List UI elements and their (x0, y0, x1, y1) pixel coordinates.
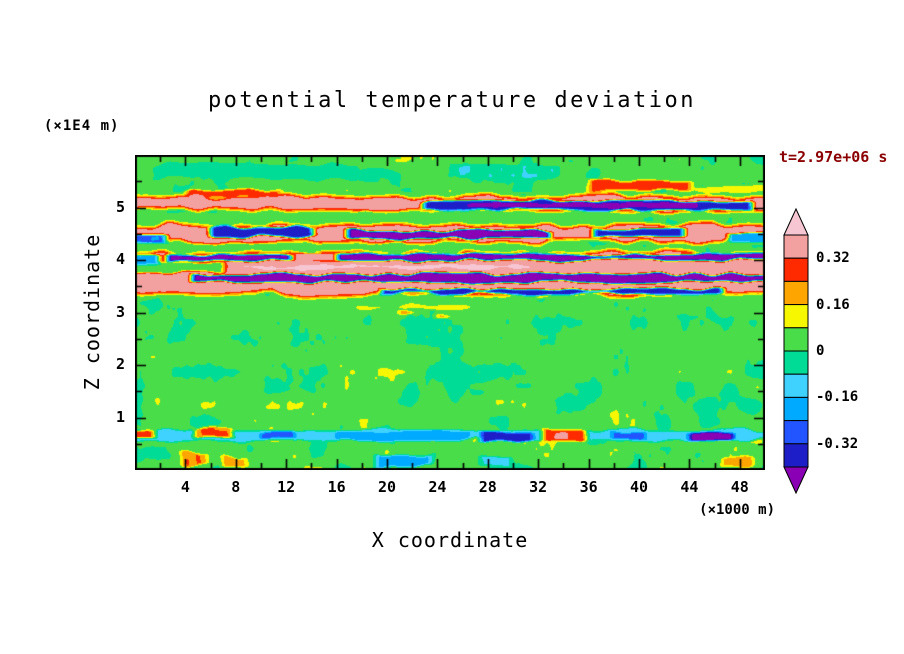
x-tick-label: 44 (680, 478, 699, 496)
z-tick-label: 5 (115, 197, 125, 216)
x-tick-label: 48 (730, 478, 749, 496)
x-tick-label: 32 (529, 478, 548, 496)
z-tick-label: 1 (115, 407, 125, 426)
z-tick-label: 3 (115, 302, 125, 321)
x-tick-label: 12 (277, 478, 296, 496)
colorbar-scale (783, 207, 809, 495)
colorbar-tick-label: 0.32 (816, 250, 850, 267)
colorbar-tick-label: 0 (816, 343, 825, 359)
colorbar-tick-label: -0.16 (816, 389, 859, 406)
colorbar-segment (783, 304, 809, 329)
colorbar-segment (783, 327, 809, 352)
colorbar-segment (783, 280, 809, 306)
x-tick-label: 20 (377, 478, 397, 496)
x-tick-label: 36 (579, 478, 598, 496)
colorbar: 0.32 0.16 0 -0.16 -0.32 (780, 196, 904, 508)
colorbar-segment (783, 234, 809, 259)
x-tick-label: 24 (428, 478, 447, 496)
x-axis-unit-label: (×1000 m) (699, 502, 775, 518)
colorbar-segment (783, 373, 809, 398)
colorbar-tick-label: 0.16 (816, 296, 850, 313)
colorbar-segment (783, 257, 809, 282)
colorbar-over-arrow (783, 207, 809, 236)
x-tick-label: 8 (231, 478, 241, 496)
x-axis-title: X coordinate (371, 528, 529, 552)
z-tick-label: 2 (115, 355, 125, 373)
colorbar-segment (783, 350, 809, 375)
time-annotation: t=2.97e+06 s (779, 148, 888, 166)
colorbar-segment (783, 443, 809, 468)
y-axis-unit-label: (×1E4 m) (44, 118, 120, 134)
x-tick-label: 40 (629, 478, 649, 496)
x-tick-label: 4 (180, 478, 190, 496)
x-tick-label: 16 (327, 478, 346, 496)
colorbar-under-arrow (783, 466, 809, 495)
colorbar-segment (783, 420, 809, 445)
contour-field-canvas (135, 155, 765, 470)
plot-title: potential temperature deviation (207, 88, 697, 113)
x-tick-label: 28 (478, 478, 497, 496)
colorbar-tick-label: -0.32 (816, 435, 859, 452)
z-tick-label: 4 (115, 250, 125, 268)
colorbar-segment (783, 396, 809, 422)
